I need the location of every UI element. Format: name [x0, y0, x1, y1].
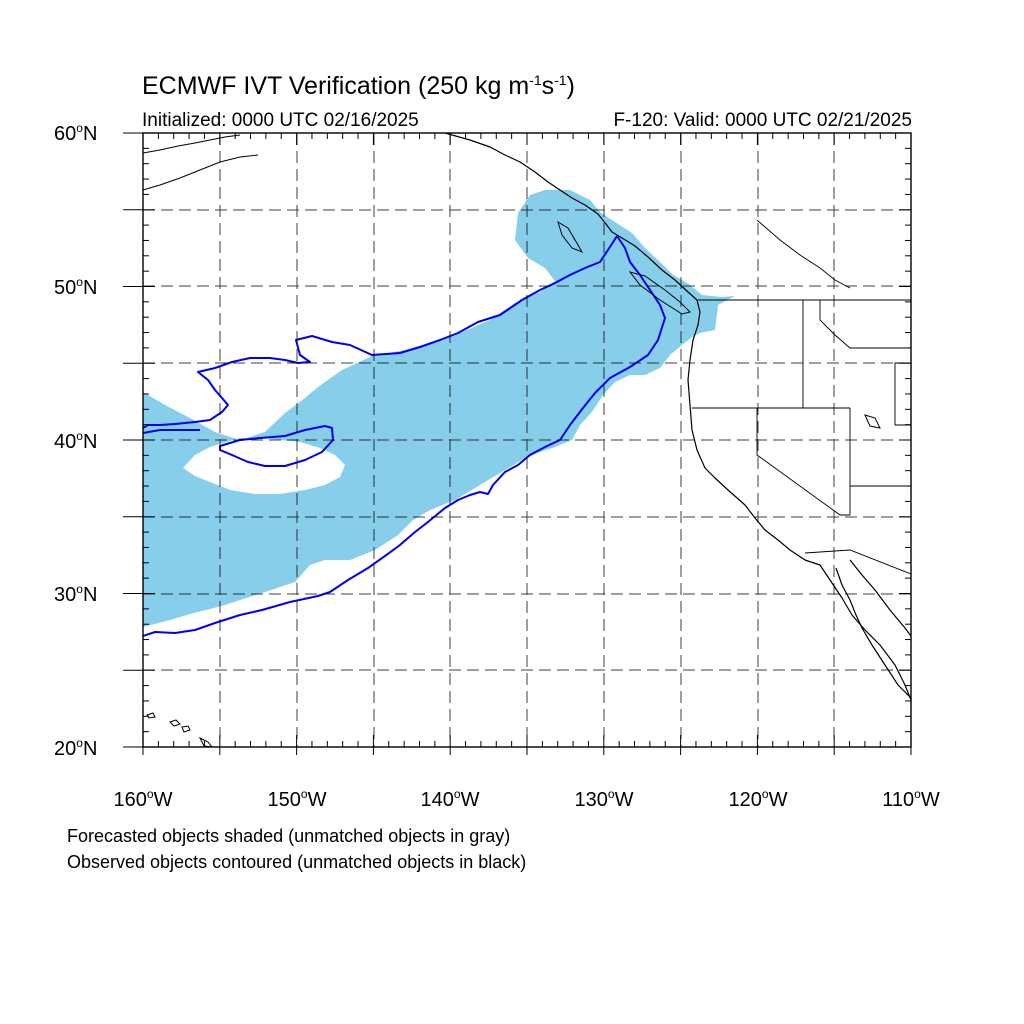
- lon-label-110w: 110oW: [882, 787, 940, 811]
- lat-label-60: 60oN: [54, 121, 98, 145]
- lat-label-50: 50oN: [54, 275, 98, 299]
- forecast-ivt-object: [143, 190, 735, 627]
- graticule: [143, 133, 911, 747]
- political-borders: [692, 219, 911, 575]
- observed-legend-note: Observed objects contoured (unmatched ob…: [67, 852, 527, 872]
- initialized-time: Initialized: 0000 UTC 02/16/2025: [142, 110, 419, 131]
- lon-label-150w: 150oW: [267, 787, 327, 811]
- axis-ticks: [123, 132, 912, 755]
- hawaii-islands: [146, 712, 213, 747]
- lon-label-130w: 130oW: [574, 787, 634, 811]
- observed-ivt-contour: [143, 235, 666, 637]
- lake: [864, 414, 881, 429]
- lon-label-120w: 120oW: [728, 787, 788, 811]
- gulf-california-coast: [849, 559, 911, 637]
- valid-time: F-120: Valid: 0000 UTC 02/21/2025: [613, 110, 912, 131]
- baja-coast: [835, 567, 911, 699]
- lat-label-30: 30oN: [54, 582, 98, 606]
- alaska-coast: [143, 134, 259, 191]
- lon-label-140w: 140oW: [420, 787, 480, 811]
- island-haida-gwaii: [557, 220, 584, 253]
- coastline: [444, 133, 911, 701]
- island-vancouver: [628, 271, 691, 315]
- lon-label-160w: 160oW: [113, 787, 173, 811]
- forecast-legend-note: Forecasted objects shaded (unmatched obj…: [67, 826, 511, 846]
- map-title: ECMWF IVT Verification (250 kg m-1s-1): [142, 72, 575, 100]
- lat-label-20: 20oN: [54, 736, 98, 760]
- lat-label-40: 40oN: [54, 429, 98, 453]
